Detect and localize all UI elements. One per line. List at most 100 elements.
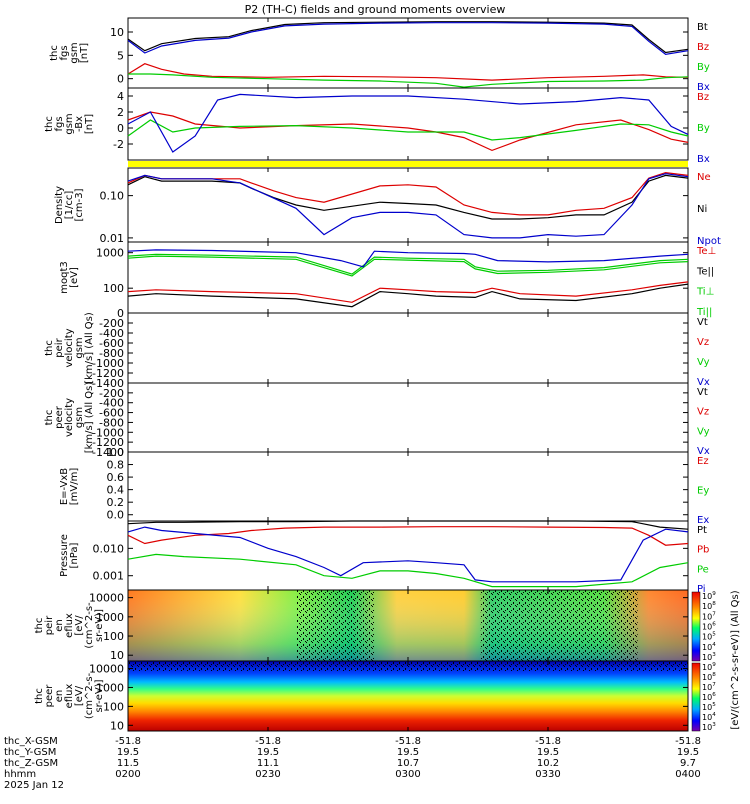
panel-ion-spec: 10 100 1000 10000 thc peir en eflux [eV/(cm^2-s-… bbox=[34, 589, 689, 662]
y-axis-label: Pressure bbox=[59, 534, 70, 577]
y-axis-label: [mV/m] bbox=[69, 468, 80, 506]
y-tick-label: 0.8 bbox=[107, 459, 125, 472]
x-tick-value: 19.5 bbox=[397, 747, 419, 758]
y-tick-label: -200 bbox=[99, 387, 124, 400]
y-tick-label: -1400 bbox=[92, 377, 124, 390]
x-row-label: thc_Z-GSM bbox=[4, 758, 58, 769]
series-line-bx bbox=[127, 22, 689, 56]
colorbar-tick-label: 108 bbox=[702, 672, 716, 682]
y-axis-label: (cm^2-s- bbox=[84, 672, 95, 719]
y-tick-label: -400 bbox=[99, 327, 124, 340]
legend-bx: Bx bbox=[697, 154, 710, 165]
series-line-pb bbox=[127, 526, 689, 546]
y-tick-label: 100 bbox=[103, 700, 124, 713]
y-axis-label: [eV/ bbox=[74, 615, 85, 636]
yellow-divider-bar bbox=[128, 161, 688, 167]
x-tick-value: 19.5 bbox=[677, 747, 699, 758]
y-tick-label: 10 bbox=[110, 26, 124, 39]
colorbar-tick-label: 108 bbox=[702, 601, 716, 611]
y-tick-label: 100 bbox=[103, 282, 124, 295]
colorbar-tick-label: 105 bbox=[702, 632, 716, 642]
plot-title: P2 (TH-C) fields and ground moments over… bbox=[245, 3, 506, 16]
y-tick-label: 0.4 bbox=[107, 484, 125, 497]
y-tick-label: 0.0 bbox=[107, 509, 125, 522]
series-line-te bbox=[127, 283, 689, 308]
colorbar-tick-label: 106 bbox=[702, 622, 716, 632]
panel-frame bbox=[127, 451, 689, 522]
colorbar-tick-label: 103 bbox=[702, 722, 716, 732]
y-axis-label: en bbox=[54, 690, 65, 703]
legend-pi: Pi bbox=[697, 584, 706, 595]
colorbar-tick-label: 106 bbox=[702, 692, 716, 702]
series-line-npot bbox=[127, 173, 689, 239]
y-axis-label: thc bbox=[34, 688, 45, 704]
series-line-ni bbox=[127, 174, 689, 220]
y-tick-label: -2 bbox=[113, 138, 124, 151]
colorbar-tick-label: 104 bbox=[702, 712, 716, 722]
series-line-bz bbox=[127, 63, 689, 81]
legend-bz: Bz bbox=[697, 42, 709, 53]
y-tick-label: 0 bbox=[117, 307, 124, 320]
colorbar-tick-label: 107 bbox=[702, 682, 716, 692]
x-row-label: thc_X-GSM bbox=[4, 736, 58, 747]
legend-vt: Vt bbox=[697, 317, 708, 328]
x-row-label: 2025 Jan 12 bbox=[4, 780, 64, 791]
series-line-s4 bbox=[127, 249, 689, 268]
x-row-label: thc_Y-GSM bbox=[4, 747, 56, 758]
y-axis-label: gsm bbox=[69, 42, 80, 63]
panel-pressure: 0.001 0.010 Pressure [nPa] Pt Pb Pe Pi bbox=[59, 520, 709, 595]
y-axis-label: velocity bbox=[64, 328, 75, 367]
series-line-te bbox=[127, 281, 689, 303]
legend-ex: Ex bbox=[697, 515, 709, 526]
y-tick-label: 10 bbox=[110, 719, 124, 732]
legend-ey: Ey bbox=[697, 486, 709, 497]
y-axis-label: peir bbox=[44, 615, 55, 635]
x-tick-value: -51.8 bbox=[395, 736, 421, 747]
x-row-label: hhmm bbox=[4, 769, 36, 780]
legend-pe: Pe bbox=[697, 564, 709, 575]
y-tick-label: 10000 bbox=[89, 663, 124, 676]
y-tick-label: -400 bbox=[99, 397, 124, 410]
colorbar-ion bbox=[691, 591, 701, 662]
y-axis-label: -Bx bbox=[74, 116, 85, 132]
y-tick-label: 0.01 bbox=[100, 232, 125, 245]
series-line-by bbox=[127, 119, 689, 141]
x-tick-value: 11.5 bbox=[117, 758, 139, 769]
y-tick-label: -200 bbox=[99, 317, 124, 330]
legend-vy: Vy bbox=[697, 426, 710, 437]
legend-bx: Bx bbox=[697, 82, 710, 93]
colorbar-electron bbox=[691, 662, 701, 732]
legend-vx: Vx bbox=[697, 446, 710, 457]
legend-te: Te|| bbox=[696, 266, 714, 277]
y-tick-label: 0.001 bbox=[93, 570, 125, 583]
colorbar-tick-label: 105 bbox=[702, 702, 716, 712]
series-line-bz bbox=[127, 111, 689, 152]
panel-frame bbox=[127, 382, 689, 453]
y-tick-label: -800 bbox=[99, 416, 124, 429]
colorbar-tick-label: 103 bbox=[702, 652, 716, 662]
y-axis-label: sr-eV)] bbox=[94, 679, 105, 712]
ion-spectrogram-noise-2 bbox=[480, 590, 638, 661]
y-axis-label: [eV/ bbox=[74, 685, 85, 706]
legend-ne: Ne bbox=[697, 172, 711, 183]
y-axis-label: [1/cc] bbox=[64, 191, 75, 220]
series-line-pt bbox=[127, 520, 689, 530]
y-axis-label: peer bbox=[54, 405, 65, 429]
x-tick-value: -51.8 bbox=[255, 736, 281, 747]
panel-elec-spec: 10 100 1000 10000 thc peer en eflux [eV/(cm^2-s-… bbox=[34, 660, 689, 732]
legend-pb: Pb bbox=[697, 545, 709, 556]
y-tick-label: 0.6 bbox=[107, 471, 125, 484]
legend-pt: Pt bbox=[697, 525, 707, 536]
legend-by: By bbox=[697, 123, 710, 134]
y-axis-label: gsm bbox=[74, 337, 85, 358]
electron-spectrogram-noise bbox=[128, 661, 688, 671]
panel-fgs-gsm: -2 0 2 4 thc fgs gsm -Bx [nT] Bz By Bx bbox=[44, 87, 710, 165]
legend-vx: Vx bbox=[697, 377, 710, 388]
y-tick-label: -1200 bbox=[92, 436, 124, 449]
panel-density: 0.01 0.10 Density [1/cc] [cm-3] Ne Ni Npot bbox=[54, 167, 721, 247]
panel-elec-vel: -1400-1200-1000-800-600-400-200 thc peer ve… bbox=[44, 382, 710, 459]
x-tick-value: 9.7 bbox=[680, 758, 696, 769]
y-tick-label: 0.2 bbox=[107, 496, 125, 509]
x-tick-value: 19.5 bbox=[117, 747, 139, 758]
